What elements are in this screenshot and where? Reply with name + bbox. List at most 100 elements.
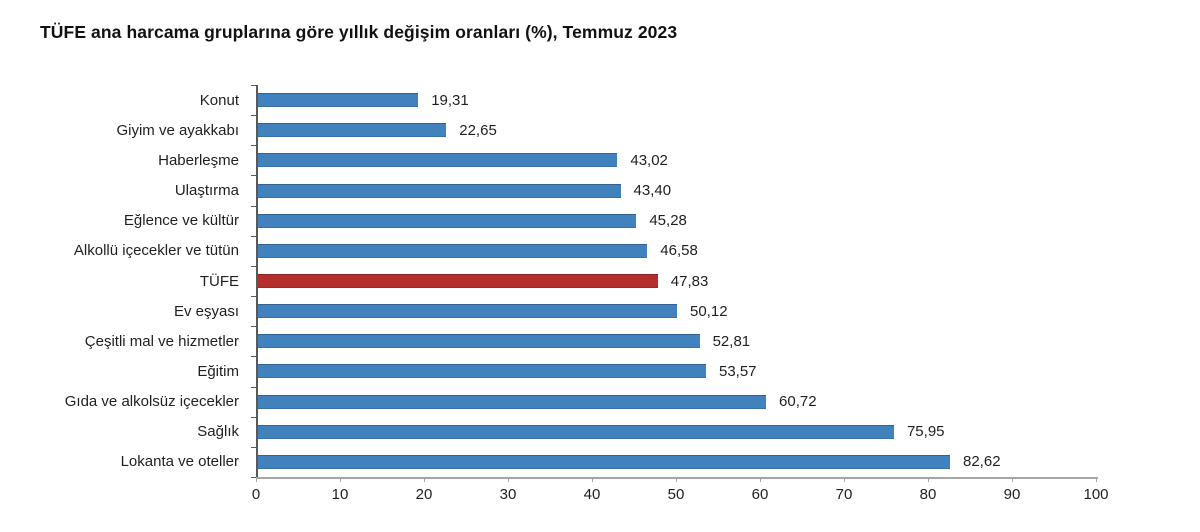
bar-track: 45,28 [248,206,1096,236]
category-label: Gıda ve alkolsüz içecekler [64,393,239,411]
bar-track: 52,81 [248,326,1096,356]
category-label: Alkollü içecekler ve tütün [73,242,239,260]
value-label: 82,62 [963,453,1001,471]
bar-track: 22,65 [248,115,1096,145]
y-axis-line [256,85,258,477]
value-label: 43,02 [630,151,668,169]
x-axis-tick [760,478,761,482]
bar-track: 43,02 [248,145,1096,175]
x-axis-tick [1012,478,1013,482]
bar-row: Sağlık 75,95 [0,417,1200,447]
y-axis-tick [251,387,256,388]
x-tick-label: 20 [415,486,433,503]
x-axis-line [256,477,1098,479]
bar [256,454,950,469]
bar-track: 47,83 [248,266,1096,296]
x-tick-label: 0 [251,486,261,503]
bar-track: 46,58 [248,236,1096,266]
value-label: 50,12 [690,302,728,320]
y-axis-tick [251,326,256,327]
value-label: 43,40 [633,182,672,200]
bar [256,394,767,409]
category-label: Çeşitli mal ve hizmetler [84,332,239,350]
x-axis-tick [844,478,845,482]
bar [256,424,894,439]
bar-row: Eğitim 53,57 [0,356,1200,386]
category-label: TÜFE [199,272,239,290]
category-label: Konut [199,91,239,109]
y-axis-tick [251,356,256,357]
bar-chart: Konut 19,31 Giyim ve ayakkabı 22,65 Haberleş… [0,85,1200,505]
chart-title: TÜFE ana harcama gruplarına göre yıllık … [40,22,678,42]
y-axis-tick [251,85,256,86]
bar-track: 50,12 [248,296,1096,326]
x-axis-tick [508,478,509,482]
category-label: Giyim ve ayakkabı [116,121,239,139]
x-tick-label: 100 [1083,486,1109,503]
bar [256,183,621,198]
bar-highlight [256,274,658,289]
value-label: 45,28 [649,212,687,230]
category-label: Ulaştırma [174,182,239,200]
bar-track: 82,62 [248,447,1096,477]
bar-row: Gıda ve alkolsüz içecekler 60,72 [0,387,1200,417]
plot-area: Konut 19,31 Giyim ve ayakkabı 22,65 Haberleş… [0,85,1200,477]
value-label: 46,58 [660,242,698,260]
y-axis-tick [251,115,256,116]
y-axis-tick [251,236,256,237]
category-label: Ev eşyası [173,302,239,320]
bar-row: Lokanta ve oteller 82,62 [0,447,1200,477]
bar-row: Alkollü içecekler ve tütün 46,58 [0,236,1200,266]
bar-track: 75,95 [248,417,1096,447]
value-label: 60,72 [779,393,817,411]
x-axis-tick [676,478,677,482]
y-axis-tick [251,417,256,418]
bar-row: Ulaştırma 43,40 [0,175,1200,205]
category-label: Eğlence ve kültür [123,212,239,230]
bar [256,334,700,349]
x-tick-label: 10 [331,486,349,503]
x-axis-tick [1096,478,1097,482]
bar-track: 53,57 [248,356,1096,386]
y-axis-tick [251,175,256,176]
x-axis-tick [256,478,257,482]
category-label: Sağlık [197,423,239,441]
bar-track: 43,40 [248,175,1096,205]
x-axis-tick [424,478,425,482]
category-label: Eğitim [197,362,239,380]
y-axis-tick [251,296,256,297]
y-axis-tick [251,266,256,267]
value-label: 19,31 [431,91,469,109]
category-label: Haberleşme [158,151,239,169]
value-label: 22,65 [459,121,497,139]
value-label: 52,81 [712,332,751,350]
y-axis-tick [251,447,256,448]
bar [256,213,637,228]
bar [256,153,618,168]
bar-track: 60,72 [248,387,1096,417]
x-tick-label: 70 [835,486,853,503]
bar-row: Ev eşyası 50,12 [0,296,1200,326]
bar-track: 19,31 [248,85,1096,115]
bar [256,93,419,108]
bar-row: TÜFE 47,83 [0,266,1200,296]
x-tick-label: 40 [583,486,601,503]
bar [256,123,447,138]
y-axis-tick [251,477,256,478]
category-label: Lokanta ve oteller [120,453,239,471]
value-label: 53,57 [718,362,757,380]
bar-row: Konut 19,31 [0,85,1200,115]
bar [256,304,677,319]
bar [256,364,706,379]
x-axis-tick [928,478,929,482]
bar-row: Haberleşme 43,02 [0,145,1200,175]
value-label: 47,83 [670,272,709,290]
x-axis-tick [340,478,341,482]
bar [256,243,648,258]
x-tick-label: 80 [919,486,937,503]
x-axis-tick [592,478,593,482]
x-tick-label: 60 [751,486,769,503]
x-tick-label: 90 [1003,486,1021,503]
bar-row: Giyim ve ayakkabı 22,65 [0,115,1200,145]
